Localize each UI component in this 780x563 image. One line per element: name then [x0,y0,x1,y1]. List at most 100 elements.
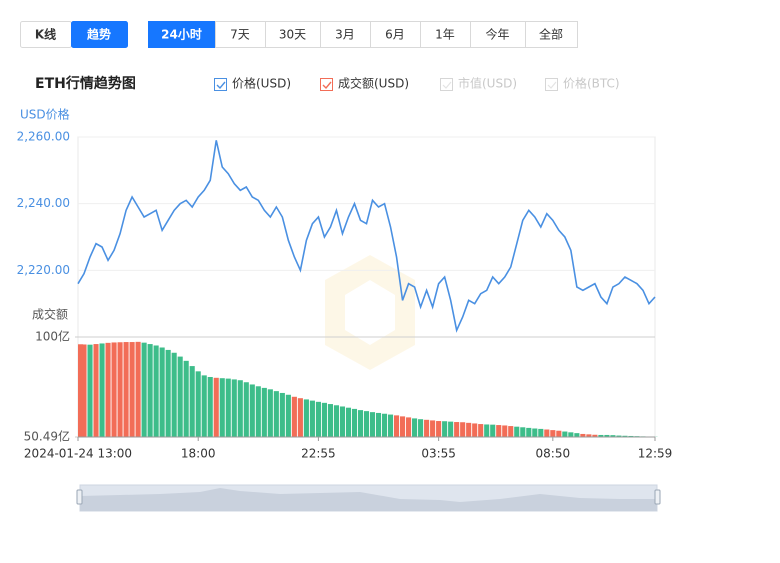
volume-bar [532,428,538,437]
volume-bar [424,419,430,437]
tab-label[interactable]: 趋势 [87,27,111,42]
legend-check[interactable] [442,81,452,89]
volume-bar [508,426,514,437]
volume-bar [207,376,213,437]
tab[interactable] [71,21,128,48]
volume-bar [472,423,478,437]
x-tick-label: 08:50 [536,447,571,461]
volume-bar [165,349,171,437]
volume-bar [418,419,424,437]
chart-title: ETH行情趋势图 [35,75,136,92]
legend-check[interactable] [216,81,226,90]
volume-bar [309,400,315,437]
volume-bar [201,375,207,437]
x-tick-label: 22:55 [301,447,336,461]
volume-bar [363,411,370,437]
volume-bar [562,431,568,437]
volume-bar [538,428,544,437]
volume-bar [381,413,388,437]
tab-label[interactable]: K线 [35,27,56,42]
volume-bar [213,377,219,437]
volume-bar [544,429,550,437]
volume-bar [129,342,135,437]
volume-bar [183,360,189,437]
range-label[interactable]: 今年 [485,27,509,42]
y-axis-title: USD价格 [20,107,70,122]
volume-bar [87,344,93,437]
volume-bar [430,420,436,437]
legend-checkbox[interactable] [320,78,333,91]
volume-bar [622,435,628,437]
volume-bar [478,424,484,437]
range-button[interactable] [370,21,421,48]
volume-bar [387,414,394,437]
volume-bar [195,371,201,437]
volume-bar [460,422,466,437]
legend-check[interactable] [547,81,557,89]
range-button[interactable] [420,21,471,48]
volume-bar [225,378,231,437]
legend-check[interactable] [322,81,332,90]
range-label[interactable]: 30天 [279,28,306,42]
volume-bar [412,418,418,437]
volume-bar [496,425,502,437]
volume-bar [616,435,622,437]
volume-bar [345,407,352,437]
legend-label[interactable]: 价格(USD) [232,76,291,91]
range-label[interactable]: 全部 [539,27,563,42]
range-label[interactable]: 7天 [230,28,250,42]
volume-bar [454,422,460,437]
range-slider[interactable] [76,484,661,512]
volume-bar [105,342,111,437]
volume-bar [285,394,291,437]
volume-bar [400,416,406,437]
watermark [325,255,415,370]
range-label[interactable]: 1年 [435,28,455,42]
volume-bar [291,396,297,437]
volume-bar [604,434,610,437]
legend-label[interactable]: 成交额(USD) [338,76,409,91]
range-label[interactable]: 6月 [385,28,405,42]
range-button[interactable] [470,21,526,48]
volume-bar [598,434,604,437]
legend-checkbox[interactable] [214,78,227,91]
price-line [77,140,656,333]
range-label[interactable]: 3月 [335,28,355,42]
volume-bar [177,356,183,437]
volume-bar [93,344,99,437]
volume-bar [526,427,532,437]
legend-checkbox[interactable] [545,78,558,91]
volume-bar [147,344,153,437]
range-label[interactable]: 24小时 [161,27,202,42]
y-tick-label: 2,240.00 [17,196,70,210]
range-button[interactable] [148,21,216,48]
legend-label[interactable]: 价格(BTC) [563,76,620,91]
volume-bar [321,402,327,437]
volume-bar [580,433,586,437]
legend-checkbox[interactable] [440,78,453,91]
legend-label[interactable]: 市值(USD) [458,76,517,91]
volume-bar [117,342,123,437]
range-button[interactable] [320,21,371,48]
volume-bar [78,344,84,437]
volume-bar [466,422,472,437]
volume-bar [273,391,279,437]
volume-bar [135,341,141,437]
x-tick-label: 2024-01-24 13:00 [24,447,132,461]
volume-bar [375,412,382,437]
volume-bar [153,345,159,437]
volume-bar [484,424,490,437]
volume-bar [351,408,358,437]
volume-bar [249,384,255,437]
volume-bar [231,379,237,437]
range-button[interactable] [525,21,578,48]
volume-bar [219,378,225,437]
x-tick-label: 18:00 [181,447,216,461]
volume-bar [357,410,364,437]
volume-bar [111,342,117,437]
volume-bar [303,399,309,437]
range-button[interactable] [265,21,321,48]
y-tick-label: 2,220.00 [17,263,70,277]
